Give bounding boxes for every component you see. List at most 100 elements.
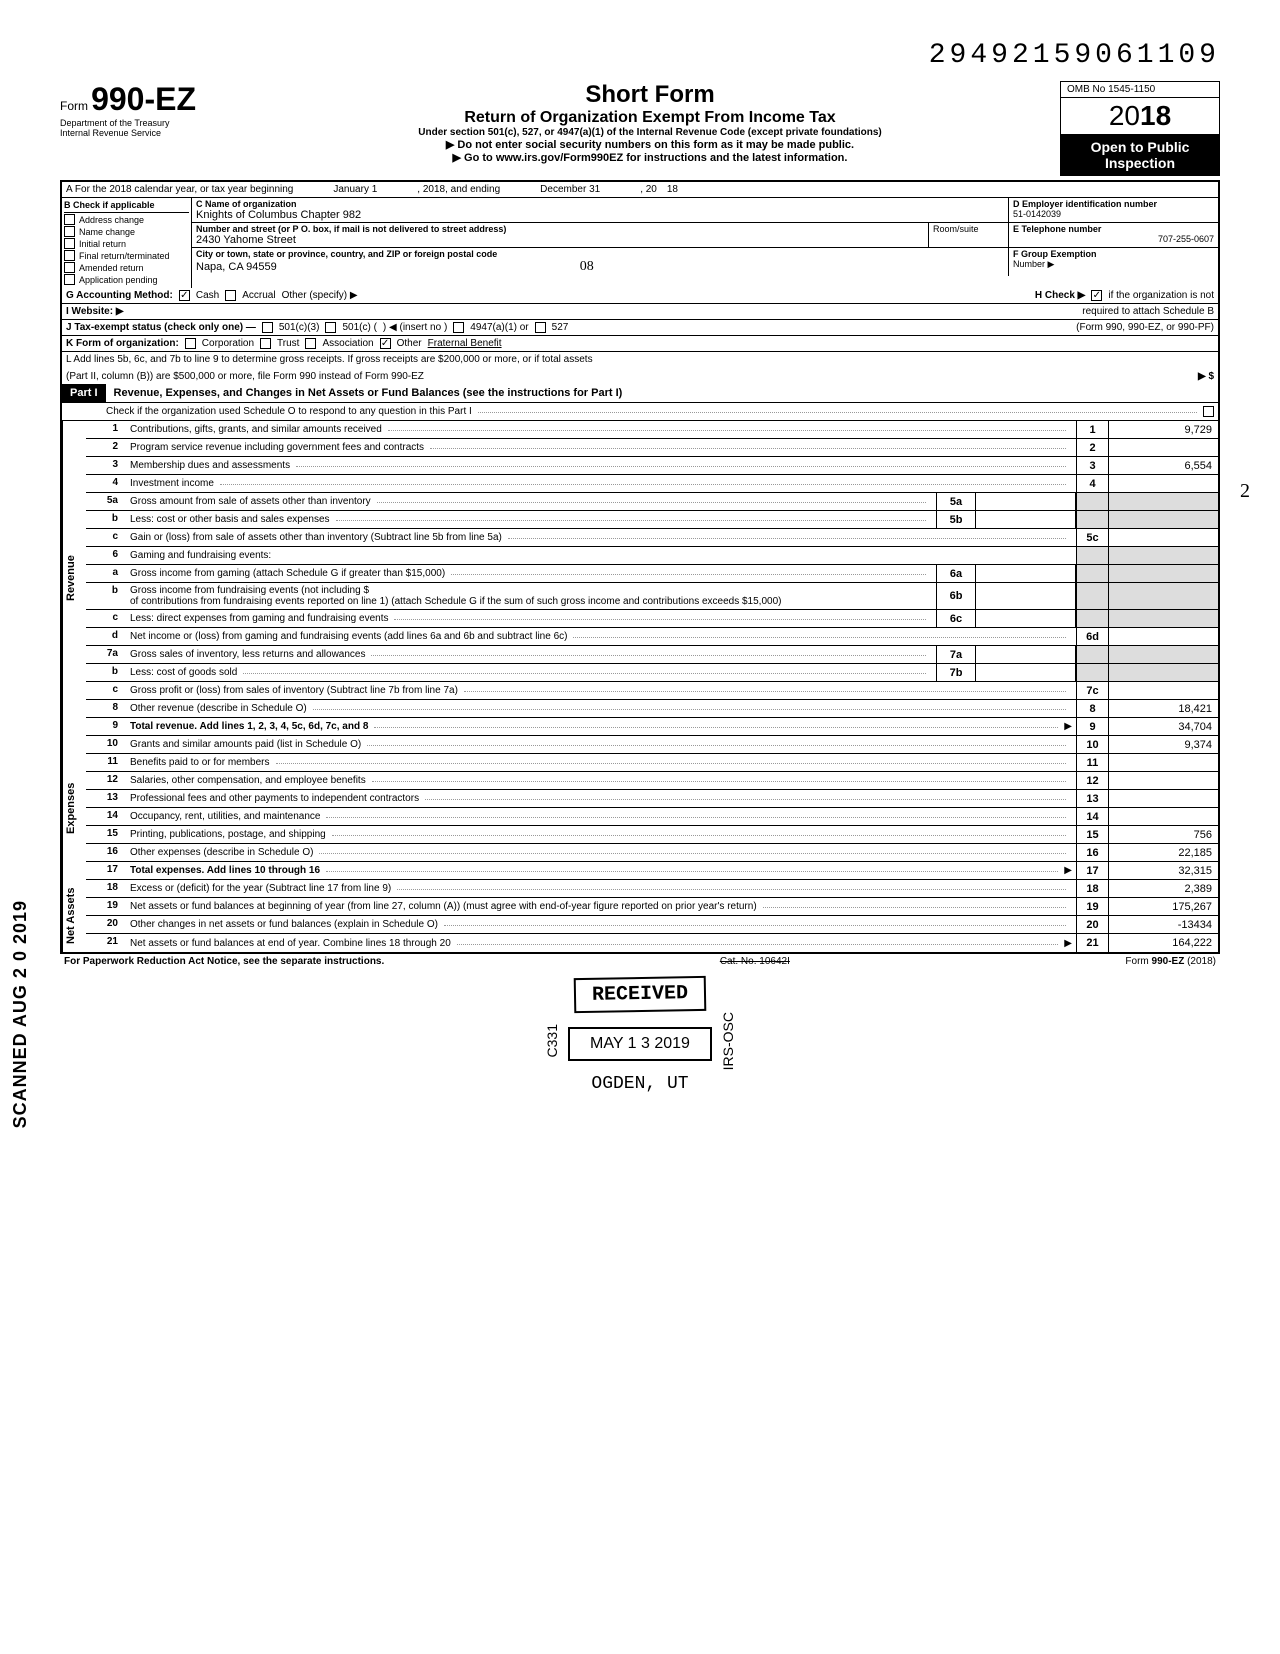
room-handwritten: 08 (580, 259, 594, 274)
instructions-link: ▶ Go to www.irs.gov/Form990EZ for instru… (250, 151, 1050, 164)
row-a-label: A For the 2018 calendar year, or tax yea… (66, 184, 293, 195)
line-1-desc: Contributions, gifts, grants, and simila… (130, 424, 382, 435)
line-4-desc: Investment income (130, 478, 214, 489)
cb-amended-return[interactable]: Amended return (64, 262, 189, 273)
dept-treasury: Department of the Treasury (60, 118, 240, 128)
ein-value: 51-0142039 (1013, 209, 1214, 219)
line-20-val: -13434 (1108, 916, 1218, 933)
label-cash: Cash (196, 290, 219, 301)
l-text1: L Add lines 5b, 6c, and 7b to line 9 to … (66, 354, 593, 365)
label-trust: Trust (277, 338, 299, 349)
line-14-desc: Occupancy, rent, utilities, and maintena… (130, 811, 320, 822)
mid-7a: 7a (936, 646, 976, 663)
line-13-desc: Professional fees and other payments to … (130, 793, 419, 804)
footer-right: Form 990-EZ (2018) (1125, 956, 1216, 967)
h-note3: (Form 990, 990-EZ, or 990-PF) (1076, 322, 1214, 333)
row-city: City or town, state or province, country… (192, 248, 1218, 276)
line-6c: c Less: direct expenses from gaming and … (86, 610, 1218, 628)
net-assets-section: Net Assets 18 Excess or (deficit) for th… (62, 880, 1218, 952)
label-other-org: Other (397, 338, 422, 349)
line-16-desc: Other expenses (describe in Schedule O) (130, 847, 313, 858)
line-2: 2 Program service revenue including gove… (86, 439, 1218, 457)
open-public-inspection: Open to Public Inspection (1061, 135, 1219, 175)
mid-5a: 5a (936, 493, 976, 510)
box-f-group: F Group Exemption Number ▶ (1008, 248, 1218, 276)
line-10-val: 9,374 (1108, 736, 1218, 753)
cb-initial-return[interactable]: Initial return (64, 238, 189, 249)
line-8-desc: Other revenue (describe in Schedule O) (130, 703, 307, 714)
label-527: 527 (552, 322, 569, 333)
label-k: K Form of organization: (66, 338, 179, 349)
city-value: Napa, CA 94559 08 (196, 259, 1004, 275)
cb-name-change[interactable]: Name change (64, 226, 189, 237)
cb-application-pending[interactable]: Application pending (64, 274, 189, 285)
line-6b-desc1: Gross income from fundraising events (no… (130, 585, 369, 596)
line-7c-val (1108, 682, 1218, 699)
cb-corporation[interactable] (185, 338, 196, 349)
line-9-val: 34,704 (1108, 718, 1218, 735)
tax-year: 2018 (1061, 98, 1219, 135)
cb-501c[interactable] (325, 322, 336, 333)
tax-year-end: December 31 (540, 184, 600, 195)
cb-other-org[interactable] (380, 338, 391, 349)
other-org-value: Fraternal Benefit (428, 338, 502, 349)
cb-association[interactable] (305, 338, 316, 349)
line-18-val: 2,389 (1108, 880, 1218, 897)
row-j-tax-status: J Tax-exempt status (check only one) — 5… (62, 320, 1218, 336)
cb-cash[interactable] (179, 290, 190, 301)
col-b-checkboxes: B Check if applicable Address change Nam… (62, 198, 192, 288)
line-9-desc: Total revenue. Add lines 1, 2, 3, 4, 5c,… (130, 721, 368, 732)
line-3: 3 Membership dues and assessments 3 6,55… (86, 457, 1218, 475)
line-21: 21 Net assets or fund balances at end of… (86, 934, 1218, 952)
stamp-date: MAY 1 3 2019 (568, 1027, 712, 1061)
label-address: Number and street (or P O. box, if mail … (196, 224, 924, 234)
mid-6c: 6c (936, 610, 976, 627)
cb-527[interactable] (535, 322, 546, 333)
line-8: 8 Other revenue (describe in Schedule O)… (86, 700, 1218, 718)
cb-schedule-o[interactable] (1203, 406, 1214, 417)
row-a-suffix: , 20 (640, 184, 657, 195)
cb-h-schedule-b[interactable] (1091, 290, 1102, 301)
part1-label: Part I (62, 384, 106, 402)
cb-final-return[interactable]: Final return/terminated (64, 250, 189, 261)
title-block: Short Form Return of Organization Exempt… (250, 81, 1050, 164)
line-19-val: 175,267 (1108, 898, 1218, 915)
line-9: 9 Total revenue. Add lines 1, 2, 3, 4, 5… (86, 718, 1218, 736)
row-a-tax-year: A For the 2018 calendar year, or tax yea… (62, 182, 1218, 198)
cb-4947[interactable] (453, 322, 464, 333)
cb-trust[interactable] (260, 338, 271, 349)
label-501c3: 501(c)(3) (279, 322, 320, 333)
cb-501c3[interactable] (262, 322, 273, 333)
line-12: 12 Salaries, other compensation, and emp… (86, 772, 1218, 790)
line-6a-desc: Gross income from gaming (attach Schedul… (130, 568, 445, 579)
stamp-ogden: OGDEN, UT (60, 1074, 1220, 1094)
line-13: 13 Professional fees and other payments … (86, 790, 1218, 808)
row-address: Number and street (or P O. box, if mail … (192, 223, 1218, 248)
cb-address-change[interactable]: Address change (64, 214, 189, 225)
line-5b-desc: Less: cost or other basis and sales expe… (130, 514, 330, 525)
part1-title: Revenue, Expenses, and Changes in Net As… (106, 384, 1218, 402)
line-7b-desc: Less: cost of goods sold (130, 667, 237, 678)
line-10-desc: Grants and similar amounts paid (list in… (130, 739, 361, 750)
tax-year-begin: January 1 (333, 184, 377, 195)
h-note2: required to attach Schedule B (1082, 306, 1214, 317)
line-19: 19 Net assets or fund balances at beginn… (86, 898, 1218, 916)
label-4947: 4947(a)(1) or (470, 322, 528, 333)
mid-7b: 7b (936, 664, 976, 681)
omb-number: OMB No 1545-1150 (1061, 82, 1219, 98)
line-7c-desc: Gross profit or (loss) from sales of inv… (130, 685, 458, 696)
scanned-stamp: SCANNED AUG 2 0 2019 (10, 900, 31, 1128)
label-other-specify: Other (specify) ▶ (282, 290, 358, 301)
line-10: 10 Grants and similar amounts paid (list… (86, 736, 1218, 754)
line-6a: a Gross income from gaming (attach Sched… (86, 565, 1218, 583)
mid-5b: 5b (936, 511, 976, 528)
cb-accrual[interactable] (225, 290, 236, 301)
right-info-box: OMB No 1545-1150 2018 Open to Public Ins… (1060, 81, 1220, 176)
line-20-desc: Other changes in net assets or fund bala… (130, 919, 438, 930)
expenses-section: Expenses 10 Grants and similar amounts p… (62, 736, 1218, 880)
label-e-phone: E Telephone number (1013, 224, 1214, 234)
form-number-block: Form 990-EZ Department of the Treasury I… (60, 81, 240, 138)
line-1-val: 9,729 (1108, 421, 1218, 438)
line-3-desc: Membership dues and assessments (130, 460, 290, 471)
label-f-number: Number ▶ (1013, 259, 1214, 270)
